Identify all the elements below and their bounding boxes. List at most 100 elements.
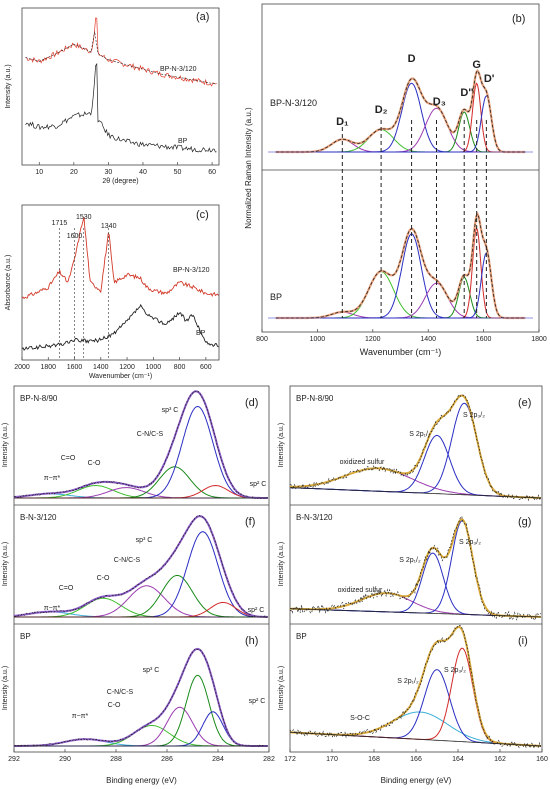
peak-label: C-O — [108, 702, 121, 709]
xps-component-curve — [289, 711, 541, 747]
xps-baseline — [289, 731, 541, 747]
panel-i-tick-label: 160 — [536, 756, 548, 763]
raman-band-curve — [275, 233, 526, 319]
peak-label: C-N/C-S — [114, 557, 141, 564]
x-axis-label: Binding energy (eV) — [381, 776, 452, 785]
y-axis-label: Intensity (a.u.) — [278, 666, 285, 710]
panel-a-tick-label: 10 — [35, 169, 43, 176]
panel-h-tick-label: 290 — [59, 756, 71, 763]
raman-band-curve — [275, 276, 526, 319]
panel-label: (f) — [245, 516, 255, 528]
band-label: D₃ — [433, 96, 446, 108]
xps-baseline — [290, 608, 541, 618]
peak-label: S 2p₃/₂ — [444, 667, 466, 674]
panel-a-tick-label: 40 — [139, 169, 147, 176]
panel-a-tick-label: 50 — [174, 169, 182, 176]
xps-baseline — [290, 487, 541, 499]
xps-component-curve — [14, 405, 268, 499]
x-axis-label: Wavenumber (cm⁻¹) — [360, 347, 441, 357]
band-label: G — [472, 59, 481, 71]
panel-label: (d) — [245, 397, 258, 409]
xps-component-curve — [14, 706, 268, 747]
raman-band-curve — [275, 282, 526, 319]
peak-label: sp² C — [249, 698, 266, 705]
y-axis-label: Intensity (a.u.) — [5, 64, 12, 108]
xps-component-curve — [289, 467, 541, 499]
y-axis-label: Intensity (a.u.) — [2, 666, 9, 710]
peak-label: 1600 — [67, 233, 83, 240]
xps-raw-data — [289, 516, 542, 621]
band-label: D — [408, 53, 416, 65]
peak-label: 1715 — [52, 220, 68, 227]
xps-raw-data — [289, 394, 542, 502]
panel-i-tick-label: 168 — [368, 756, 380, 763]
series-label: BP — [196, 330, 206, 337]
panel-b-frame — [261, 3, 540, 333]
series-line-bp-n-3-120 — [25, 17, 217, 87]
panel-i-tick-label: 164 — [452, 756, 464, 763]
panel-h-tick-label: 282 — [263, 756, 275, 763]
sample-label: BP-N-8/90 — [20, 394, 58, 403]
y-axis-label: Intensity (a.u.) — [2, 542, 9, 586]
peak-label: π−π* — [44, 605, 61, 612]
panel-c-tick-label: 1600 — [67, 364, 83, 371]
panel-i-tick-label: 172 — [284, 756, 296, 763]
panel-a-tick-label: 20 — [70, 169, 78, 176]
sample-label: B-N-3/120 — [296, 513, 333, 522]
series-line-bp — [21, 303, 219, 351]
peak-label: oxidized sulfur — [338, 587, 383, 594]
panel-label: (e) — [518, 397, 531, 409]
panel-label: (g) — [518, 516, 531, 528]
x-axis-label: Wavenumber (cm⁻¹) — [89, 373, 152, 380]
xps-envelope — [289, 394, 541, 499]
panel-b-tick-label: 1800 — [531, 336, 547, 343]
sample-label: BP — [20, 632, 31, 641]
xps-envelope — [289, 625, 541, 747]
panel-label: (h) — [245, 635, 258, 647]
peak-label: S-O-C — [350, 715, 370, 722]
peak-label: C=O — [59, 585, 74, 592]
series-line-bp — [25, 62, 217, 153]
sample-label: B-N-3/120 — [20, 513, 57, 522]
left-xps-frame — [13, 385, 270, 753]
y-axis-label: Intensity (a.u.) — [278, 423, 285, 467]
peak-label: oxidized sulfur — [340, 459, 385, 466]
raman-band-curve — [275, 128, 526, 153]
panel-a-tick-label: 60 — [208, 169, 216, 176]
series-line-bp-n-3-120 — [21, 217, 219, 300]
panel-c-tick-label: 800 — [174, 364, 186, 371]
panel-c-tick-label: 1200 — [119, 364, 135, 371]
xps-raw-data — [289, 624, 542, 750]
panel-label: (c) — [196, 209, 209, 221]
peak-label: C=O — [61, 455, 76, 462]
raman-data-dashed — [275, 213, 526, 319]
peak-label: S 2p₁/₂ — [399, 557, 421, 564]
panel-i-tick-label: 162 — [494, 756, 506, 763]
band-label: D' — [484, 73, 495, 85]
xps-raw-data — [14, 648, 268, 748]
panel-c-tick-label: 1800 — [40, 364, 56, 371]
peak-label: sp² C — [248, 607, 265, 614]
panel-c-tick-label: 1000 — [146, 364, 162, 371]
raman-envelope — [275, 211, 526, 320]
panel-c-tick-label: 1400 — [93, 364, 109, 371]
band-label: D'' — [460, 87, 474, 99]
raman-data-dashed — [275, 70, 526, 153]
peak-label: S 2p₃/₂ — [459, 539, 481, 546]
peak-label: 1340 — [101, 223, 117, 230]
peak-label: C-N/C-S — [137, 431, 164, 438]
panel-c-tick-label: 2000 — [14, 364, 30, 371]
panel-h-tick-label: 286 — [161, 756, 173, 763]
xps-raw-data — [13, 390, 268, 500]
xps-envelope — [290, 518, 541, 618]
peak-label: sp³ C — [136, 537, 153, 544]
panel-h-tick-label: 292 — [8, 756, 20, 763]
xps-raw-data — [13, 515, 269, 619]
x-axis-label: Binding energy (eV) — [106, 776, 177, 785]
peak-label: S 2p₁/₂ — [397, 678, 419, 685]
peak-label: π−π* — [44, 475, 61, 482]
band-label: D₁ — [336, 116, 349, 128]
series-fit-line — [25, 31, 216, 84]
peak-label: sp³ C — [143, 667, 160, 674]
series-label: BP-N-3/120 — [160, 66, 197, 73]
